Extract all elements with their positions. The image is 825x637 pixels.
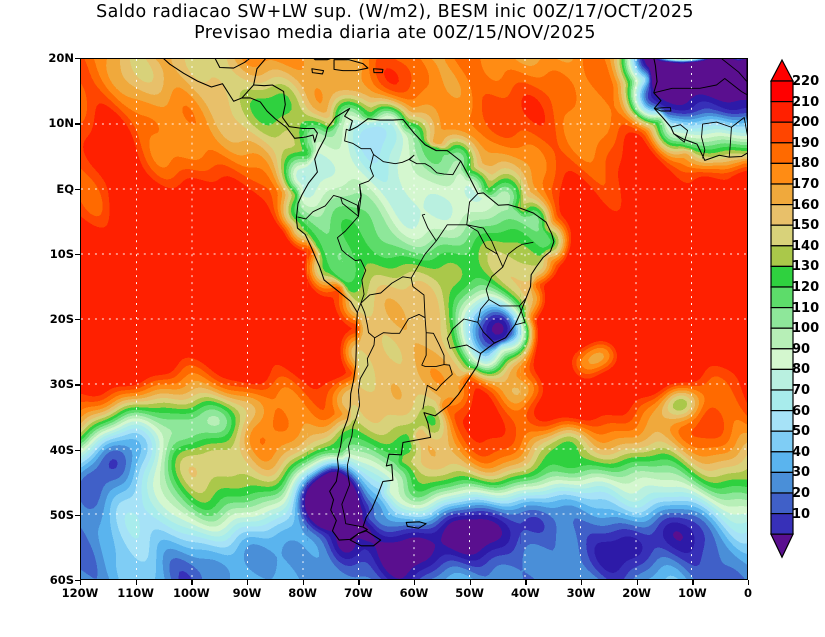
x-axis-tick-label: 40W xyxy=(510,586,540,600)
colorbar-tick-label: 170 xyxy=(792,177,820,192)
y-axis-tick xyxy=(75,58,80,60)
x-axis-tick xyxy=(80,580,82,585)
y-axis-tick-label: 10S xyxy=(49,246,74,261)
colorbar-tick-label: 80 xyxy=(792,362,811,378)
x-axis-tick-label: 10W xyxy=(677,586,707,600)
y-axis-tick xyxy=(75,123,80,125)
colorbar-tick-label: 70 xyxy=(792,383,811,398)
y-axis-tick-label: EQ xyxy=(56,181,74,196)
y-axis-tick-label: 10N xyxy=(48,116,74,131)
colorbar: 220 210 200 190 180 170 160 150 140 130 120 110 100 9… xyxy=(768,55,825,585)
colorbar-tick-label: 150 xyxy=(792,218,820,234)
x-axis-tick-label: 60W xyxy=(399,586,429,600)
colorbar-tick-label: 160 xyxy=(792,197,820,213)
x-axis-tick-label: 100W xyxy=(172,586,210,600)
colorbar-tick-label: 60 xyxy=(792,403,811,419)
x-axis-tick-label: 30W xyxy=(566,586,596,600)
x-axis-tick-label: 120W xyxy=(61,586,99,600)
x-axis-tick-label: 70W xyxy=(343,586,373,600)
x-axis-tick xyxy=(135,580,137,585)
colorbar-tick-label: 110 xyxy=(792,300,820,316)
x-axis-tick-label: 50W xyxy=(455,586,484,600)
y-axis-tick xyxy=(75,319,80,321)
y-axis-tick-label: 30S xyxy=(49,377,74,392)
y-axis-tick-label: 40S xyxy=(49,442,74,457)
title-line-1: Saldo radiacao SW+LW sup. (W/m2), BESM i… xyxy=(96,2,694,22)
x-axis-tick xyxy=(636,580,638,585)
y-axis-tick-label: 20S xyxy=(49,312,74,326)
x-axis-tick-label: 90W xyxy=(232,586,262,600)
y-axis-tick xyxy=(75,449,80,451)
colorbar-tick-label: 50 xyxy=(792,424,811,440)
y-axis-tick-label: 60S xyxy=(49,573,74,587)
colorbar-tick-label: 40 xyxy=(792,444,811,460)
colorbar-tick-label: 200 xyxy=(792,115,820,131)
x-axis-tick-label: 0 xyxy=(743,586,752,600)
x-axis-tick xyxy=(247,580,249,585)
x-axis-tick xyxy=(469,580,471,585)
colorbar-tick-label: 190 xyxy=(792,135,820,151)
contour-map xyxy=(81,59,747,579)
y-axis-tick xyxy=(75,188,80,190)
colorbar-tick-label: 10 xyxy=(792,506,811,522)
y-axis-tick-label: 50S xyxy=(49,507,74,522)
colorbar-swatches xyxy=(770,58,794,559)
colorbar-tick-label: 100 xyxy=(792,321,820,337)
map-plot-area xyxy=(80,58,748,580)
x-axis-tick xyxy=(358,580,360,585)
colorbar-tick-label: 30 xyxy=(792,465,811,481)
x-axis-tick xyxy=(191,580,193,585)
colorbar-tick-label: 180 xyxy=(792,156,820,172)
chart-title: Saldo radiacao SW+LW sup. (W/m2), BESM i… xyxy=(0,2,790,44)
colorbar-tick-label: 120 xyxy=(792,280,820,295)
x-axis-tick xyxy=(525,580,527,585)
y-axis-tick xyxy=(75,253,80,256)
colorbar-tick-label: 130 xyxy=(792,259,820,275)
y-axis-tick-label: 20N xyxy=(48,51,74,65)
x-axis-tick-label: 80W xyxy=(288,586,317,600)
x-axis-tick xyxy=(302,580,304,585)
y-axis-tick xyxy=(75,580,80,582)
x-axis-tick xyxy=(748,580,750,585)
colorbar-tick-label: 210 xyxy=(792,94,820,110)
colorbar-tick-label: 140 xyxy=(792,238,820,254)
x-axis-tick xyxy=(414,580,416,585)
x-axis-tick xyxy=(692,580,694,585)
title-line-2: Previsao media diaria ate 00Z/15/NOV/202… xyxy=(194,23,596,43)
x-axis-tick xyxy=(581,580,583,585)
x-axis-tick-label: 110W xyxy=(117,586,154,600)
x-axis-tick-label: 20W xyxy=(622,586,651,600)
colorbar-tick-label: 90 xyxy=(792,341,811,357)
y-axis-tick xyxy=(75,514,80,517)
colorbar-tick-label: 20 xyxy=(792,486,811,501)
y-axis-tick xyxy=(75,384,80,386)
colorbar-tick-label: 220 xyxy=(792,74,820,89)
